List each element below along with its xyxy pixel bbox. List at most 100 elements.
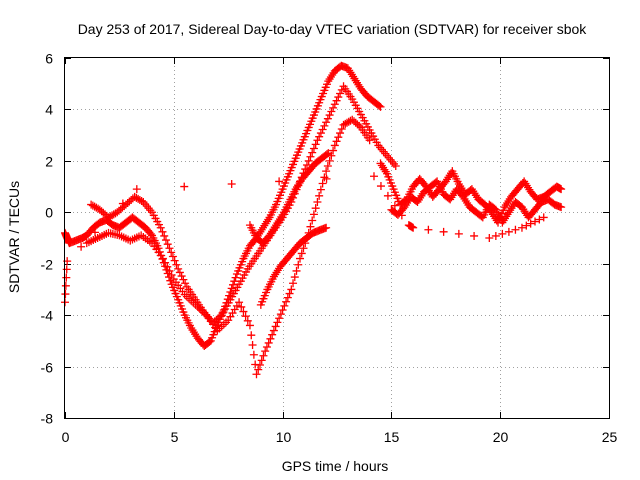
- data-point-fill: [205, 337, 214, 346]
- data-point-fill: [308, 148, 317, 157]
- data-point-fill: [383, 191, 392, 200]
- series-track-f: [376, 159, 566, 227]
- series-track-d: [245, 149, 333, 248]
- data-point-fill: [498, 229, 507, 238]
- data-point: [252, 370, 261, 379]
- data-point-fill: [336, 89, 345, 98]
- data-point-fill: [337, 124, 346, 133]
- data-point-fill: [254, 365, 263, 374]
- data-point-fill: [355, 121, 364, 130]
- data-point-fill: [320, 121, 329, 130]
- data-point-fill: [259, 351, 268, 360]
- data-point-fill: [231, 273, 240, 282]
- series-track-b: [87, 82, 400, 327]
- data-point-fill: [315, 132, 324, 141]
- data-point: [322, 223, 331, 232]
- data-point-fill: [308, 216, 317, 225]
- data-point: [391, 162, 400, 170]
- data-point-fill: [163, 262, 172, 271]
- data-point-fill: [397, 211, 406, 220]
- data-point-fill: [104, 213, 113, 222]
- data-point-fill: [144, 204, 153, 213]
- data-point-fill: [283, 293, 292, 302]
- data-point-fill: [160, 231, 169, 240]
- data-point: [226, 288, 235, 296]
- data-point: [383, 151, 392, 160]
- data-point-fill: [118, 199, 127, 208]
- data-point-fill: [504, 227, 513, 236]
- plot-frame: [64, 57, 610, 419]
- data-point-fill: [325, 156, 334, 165]
- data-point-fill: [170, 256, 179, 265]
- data-point-fill: [334, 133, 343, 142]
- data-point-fill: [299, 244, 308, 253]
- y-tick-label: -8: [41, 411, 54, 427]
- data-point-fill: [262, 343, 271, 352]
- data-point: [296, 254, 305, 263]
- data-point-fill: [241, 312, 250, 321]
- data-point: [313, 136, 322, 145]
- data-point-fill: [375, 101, 384, 110]
- data-point-fill: [271, 322, 280, 331]
- data-point-fill: [315, 191, 324, 200]
- data-point-fill: [282, 297, 291, 306]
- data-point-fill: [297, 249, 306, 258]
- data-point-fill: [237, 302, 246, 311]
- data-point-fill: [275, 314, 284, 323]
- data-point: [409, 223, 418, 232]
- data-point: [304, 156, 313, 165]
- data-point-fill: [302, 160, 311, 169]
- data-point-fill: [62, 265, 71, 274]
- data-point-fill: [165, 266, 174, 275]
- data-point-fill: [377, 145, 386, 154]
- data-point-fill: [470, 231, 479, 240]
- data-point-fill: [454, 229, 463, 238]
- data-point-fill: [180, 182, 189, 191]
- data-point: [174, 264, 183, 273]
- data-point-fill: [334, 93, 343, 102]
- data-point-fill: [379, 147, 388, 156]
- data-point: [557, 185, 566, 194]
- data-point: [269, 326, 278, 335]
- data-point-fill: [243, 316, 252, 325]
- data-point-fill: [285, 289, 294, 298]
- data-point-fill: [336, 129, 345, 138]
- data-point-fill: [275, 177, 284, 186]
- data-point-fill: [62, 273, 71, 282]
- data-point-fill: [325, 111, 334, 120]
- data-point-fill: [531, 217, 540, 226]
- data-point-fill: [316, 129, 325, 138]
- x-tick-label: 10: [276, 429, 292, 445]
- x-axis-label: GPS time / hours: [282, 458, 389, 474]
- data-point-fill: [77, 242, 86, 251]
- data-point: [330, 100, 339, 109]
- y-axis-label: SDTVAR / TECUs: [6, 181, 22, 293]
- data-point: [156, 223, 165, 232]
- data-point-fill: [316, 185, 325, 194]
- data-point-fill: [376, 143, 385, 152]
- data-point-fill: [327, 107, 336, 116]
- x-tick-label: 25: [602, 429, 618, 445]
- y-tick-label: -4: [41, 308, 54, 324]
- data-point-fill: [306, 222, 315, 231]
- data-point-fill: [329, 103, 338, 112]
- data-point-fill: [526, 219, 535, 228]
- data-point-fill: [273, 318, 282, 327]
- data-point-fill: [249, 350, 258, 359]
- data-point: [132, 185, 141, 194]
- data-point-fill: [239, 307, 248, 316]
- data-point: [557, 203, 566, 212]
- data-point: [313, 198, 322, 206]
- x-tick-label: 20: [493, 429, 509, 445]
- y-tick-label: 6: [45, 51, 53, 67]
- data-point-fill: [290, 273, 299, 282]
- data-point-fill: [337, 85, 346, 94]
- series-track-g: [387, 177, 566, 227]
- data-point-fill: [177, 272, 186, 281]
- data-points: [61, 61, 566, 379]
- data-point-fill: [535, 215, 544, 224]
- data-point-fill: [439, 227, 448, 236]
- data-point: [365, 136, 374, 145]
- grid: [65, 58, 609, 418]
- x-tick-label: 5: [171, 429, 179, 445]
